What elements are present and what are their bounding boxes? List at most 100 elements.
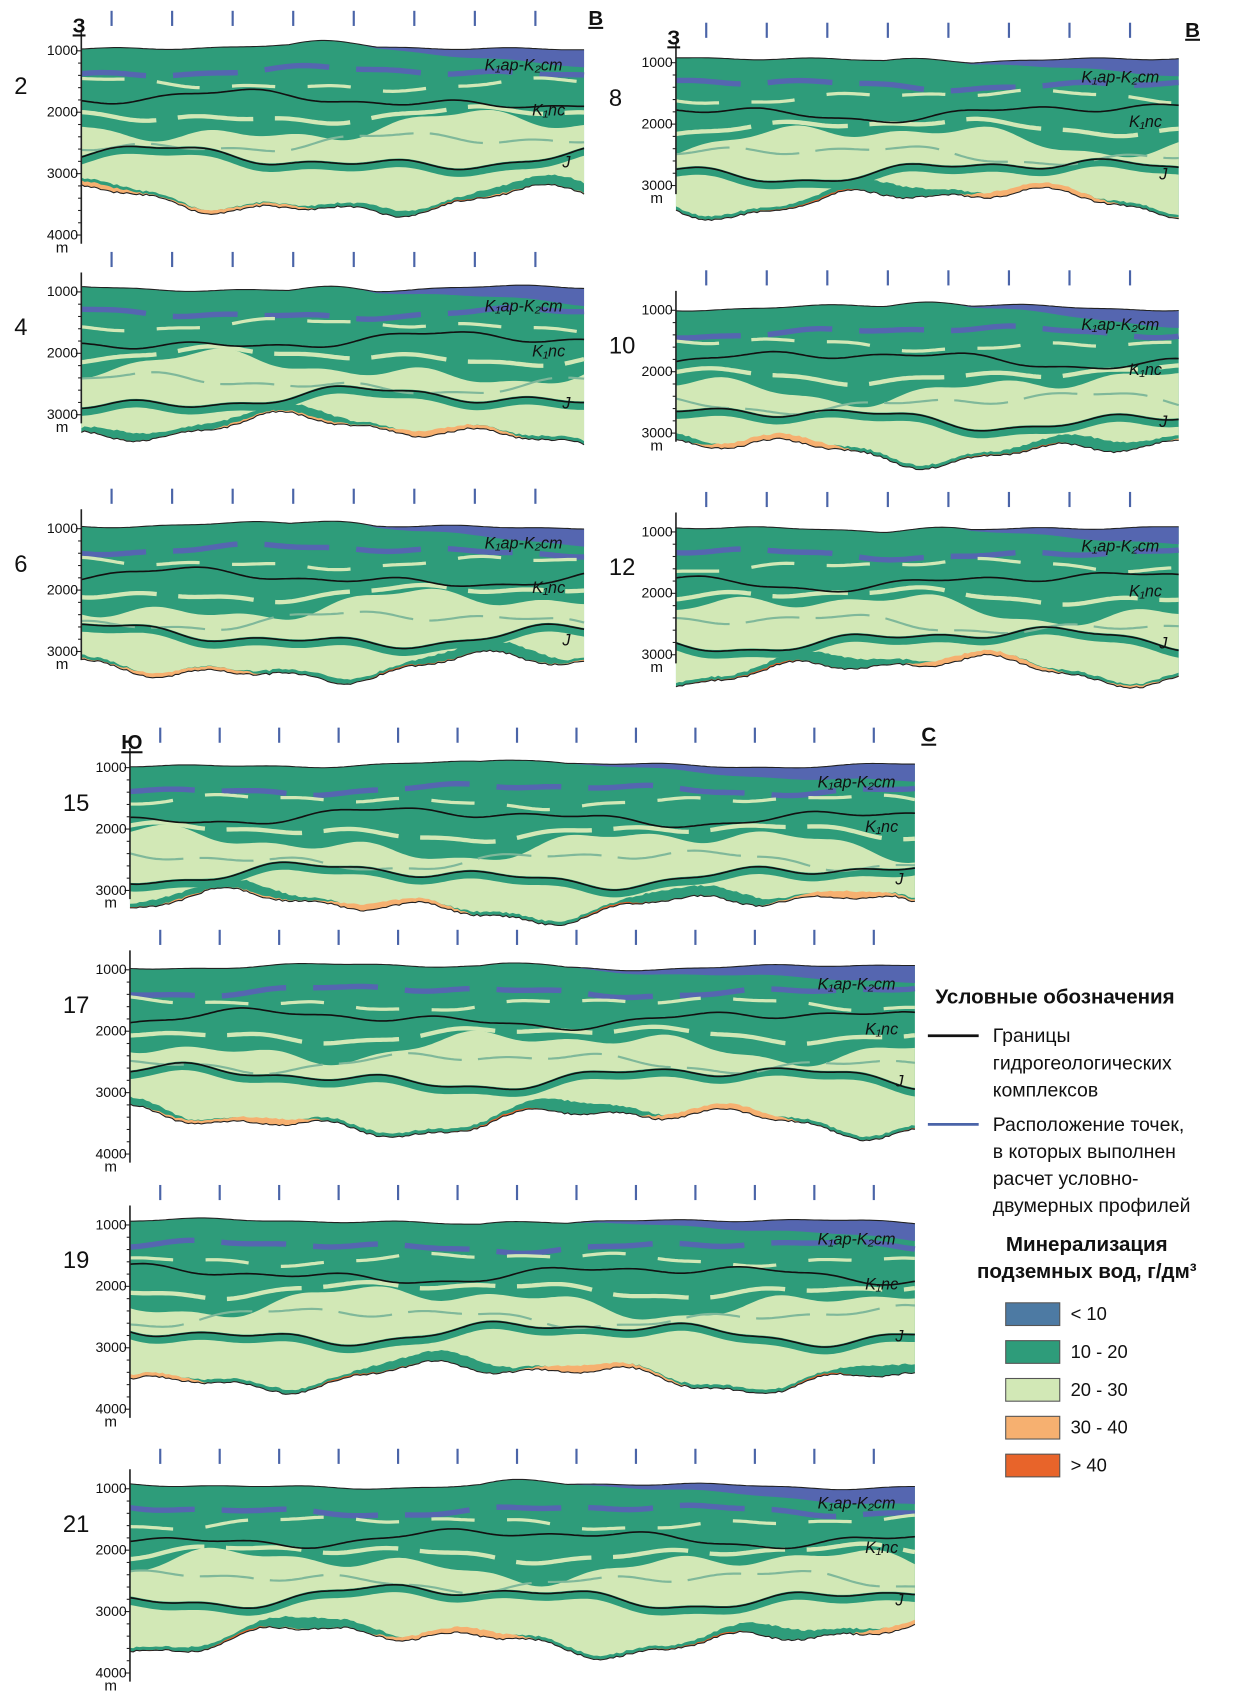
- layer-label: K₁nc: [865, 1539, 898, 1557]
- depth-tick-label: 2000: [95, 1278, 126, 1294]
- legend-text: Расположение точек,: [993, 1114, 1185, 1136]
- layer-label: J: [561, 395, 571, 413]
- depth-tick-label: 2000: [641, 363, 672, 379]
- profile-number: 2: [14, 73, 27, 100]
- depth-tick-label: 2000: [641, 585, 672, 601]
- depth-unit: m: [56, 239, 69, 256]
- layer-label: K₁ap-K₂cm: [485, 56, 563, 74]
- layer-label: K₁ap-K₂cm: [485, 298, 563, 316]
- legend-class-label: 20 - 30: [1071, 1379, 1128, 1400]
- layer-label: J: [894, 870, 904, 888]
- depth-tick-label: 1000: [47, 520, 78, 536]
- layer-label: K₁ap-K₂cm: [818, 1231, 896, 1249]
- layer-label: K₁ap-K₂cm: [818, 1494, 896, 1512]
- direction-left: З: [73, 14, 86, 37]
- profile-number: 8: [609, 85, 622, 112]
- depth-unit: m: [104, 1413, 117, 1430]
- depth-tick-label: 1000: [641, 54, 672, 70]
- depth-unit: m: [104, 1158, 117, 1175]
- profile-number: 21: [63, 1511, 89, 1538]
- profile-number: 19: [63, 1247, 89, 1274]
- depth-unit: m: [104, 1677, 117, 1694]
- depth-tick-label: 1000: [95, 1480, 126, 1496]
- legend-text: в которых выполнен: [993, 1141, 1176, 1163]
- layer-label: K₁nc: [532, 342, 565, 360]
- direction-right: С: [921, 724, 936, 747]
- depth-tick-label: 2000: [95, 820, 126, 836]
- depth-tick-label: 2000: [95, 1023, 126, 1039]
- depth-tick-label: 1000: [95, 1216, 126, 1232]
- depth-unit: m: [104, 895, 117, 912]
- layer-label: J: [894, 1328, 904, 1346]
- depth-tick-label: 1000: [95, 759, 126, 775]
- layer-label: K₁nc: [865, 1275, 898, 1293]
- depth-tick-label: 2000: [641, 115, 672, 131]
- layer-label: K₁nc: [1129, 582, 1162, 600]
- depth-tick-label: 3000: [95, 1339, 126, 1355]
- layer-label: J: [1158, 413, 1168, 431]
- direction-right: В: [588, 7, 603, 30]
- legend-class-label: > 40: [1071, 1454, 1107, 1475]
- legend-text: двумерных профилей: [993, 1195, 1191, 1217]
- layer-label: K₁nc: [865, 818, 898, 836]
- layer-label: K₁ap-K₂cm: [818, 773, 896, 791]
- figure: 1000200030004000m2ЗВK₁ap-K₂cmK₁ncJ100020…: [0, 0, 1260, 1705]
- depth-tick-label: 2000: [47, 345, 78, 361]
- profile-number: 6: [14, 551, 27, 578]
- depth-tick-label: 2000: [47, 104, 78, 120]
- legend-swatch: [1006, 1454, 1060, 1477]
- layer-label: K₁nc: [532, 101, 565, 119]
- depth-tick-label: 2000: [95, 1542, 126, 1558]
- depth-tick-label: 3000: [95, 1084, 126, 1100]
- depth-tick-label: 1000: [95, 961, 126, 977]
- legend-text: расчет условно-: [993, 1168, 1139, 1190]
- layer-label: K₁nc: [1129, 361, 1162, 379]
- layer-label: K₁nc: [865, 1020, 898, 1038]
- profile-number: 17: [63, 992, 89, 1019]
- layer-label: K₁ap-K₂cm: [818, 975, 896, 993]
- page: 1000200030004000m2ЗВK₁ap-K₂cmK₁ncJ100020…: [0, 0, 1260, 1705]
- layer-label: J: [561, 153, 571, 171]
- profile-number: 15: [63, 790, 89, 817]
- profile-number: 10: [609, 333, 635, 360]
- layer-label: K₁ap-K₂cm: [1081, 68, 1159, 86]
- depth-unit: m: [56, 419, 69, 436]
- legend-text: Границы: [993, 1025, 1071, 1047]
- legend-subtitle: Минерализация: [1006, 1233, 1168, 1256]
- layer-label: J: [894, 1072, 904, 1090]
- depth-unit: m: [650, 190, 663, 207]
- legend-swatch: [1006, 1378, 1060, 1401]
- layer-label: K₁ap-K₂cm: [1081, 538, 1159, 556]
- depth-unit: m: [650, 659, 663, 676]
- layer-label: K₁nc: [1129, 113, 1162, 131]
- depth-tick-label: 3000: [47, 165, 78, 181]
- direction-left: Ю: [121, 731, 142, 754]
- legend-text: комплексов: [993, 1079, 1098, 1101]
- legend-subtitle: подземных вод, г/дм³: [977, 1260, 1197, 1283]
- depth-tick-label: 1000: [47, 42, 78, 58]
- depth-tick-label: 1000: [641, 523, 672, 539]
- direction-right: В: [1185, 19, 1200, 42]
- layer-label: J: [1158, 165, 1168, 183]
- layer-label: K₁ap-K₂cm: [485, 534, 563, 552]
- profile-number: 12: [609, 554, 635, 581]
- layer-label: K₁ap-K₂cm: [1081, 316, 1159, 334]
- layer-label: J: [1158, 635, 1168, 653]
- depth-tick-label: 1000: [641, 302, 672, 318]
- layer-label: K₁nc: [532, 579, 565, 597]
- layer-label: J: [894, 1591, 904, 1609]
- legend-title: Условные обозначения: [935, 985, 1174, 1008]
- legend-text: гидрогеологических: [993, 1052, 1172, 1074]
- depth-unit: m: [56, 656, 69, 673]
- legend-class-label: 10 - 20: [1071, 1341, 1128, 1362]
- depth-unit: m: [650, 437, 663, 454]
- legend-swatch: [1006, 1416, 1060, 1439]
- legend-class-label: < 10: [1071, 1303, 1107, 1324]
- depth-tick-label: 2000: [47, 581, 78, 597]
- depth-tick-label: 3000: [95, 1603, 126, 1619]
- direction-left: З: [667, 26, 680, 49]
- legend-class-label: 30 - 40: [1071, 1417, 1128, 1438]
- depth-tick-label: 1000: [47, 283, 78, 299]
- legend-swatch: [1006, 1341, 1060, 1364]
- profile-number: 4: [14, 314, 27, 341]
